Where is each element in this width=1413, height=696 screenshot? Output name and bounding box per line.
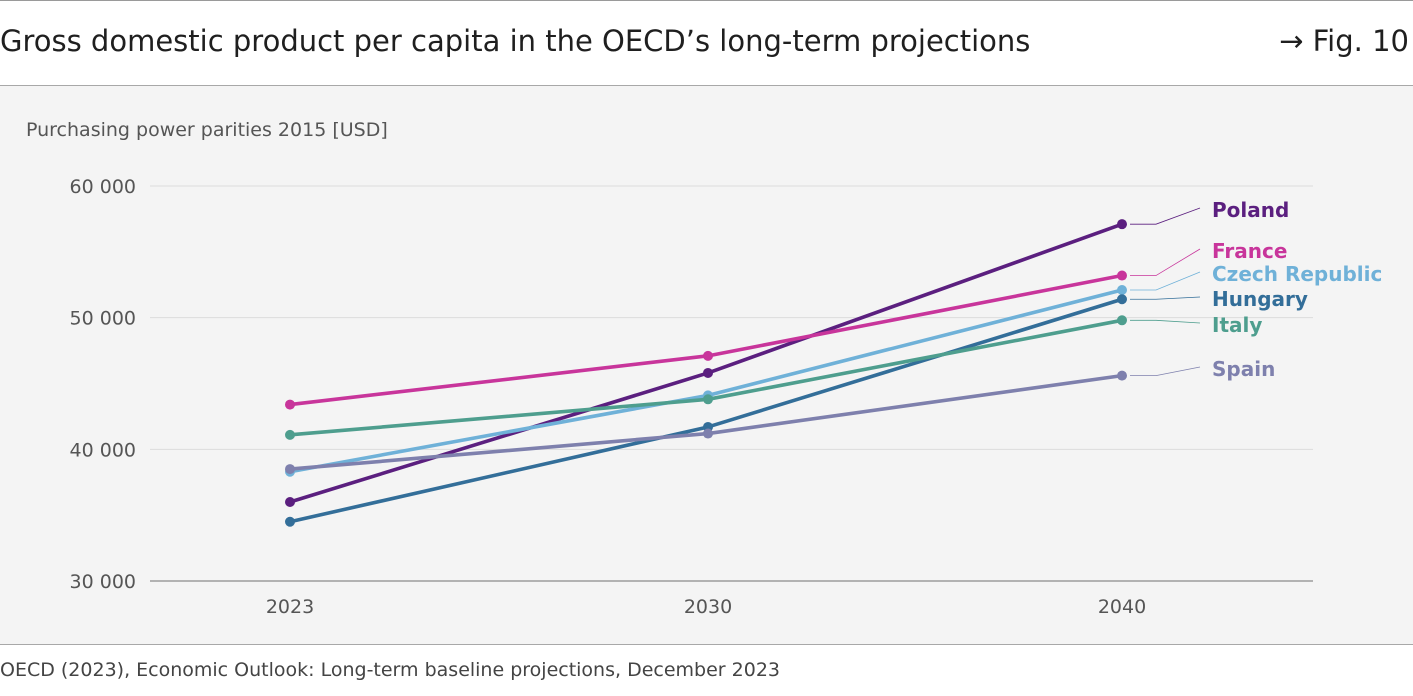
series-line-france — [288, 273, 1124, 407]
y-tick-label: 50 000 — [70, 308, 136, 330]
data-point-france-2030 — [703, 350, 713, 361]
leader-line-czech-republic — [1130, 271, 1201, 291]
data-point-spain-2023 — [285, 464, 295, 475]
series-label-czech-republic: Czech Republic — [1212, 262, 1382, 286]
leader-line-spain — [1130, 366, 1201, 377]
y-axis-label: Purchasing power parities 2015 [USD] — [26, 119, 388, 141]
y-tick-label: 30 000 — [70, 571, 136, 593]
leader-line-france — [1130, 248, 1201, 276]
data-point-spain-2040 — [1117, 370, 1127, 381]
data-point-hungary-2023 — [285, 516, 295, 527]
data-point-italy-2040 — [1117, 315, 1127, 326]
top-rule — [0, 0, 1413, 1]
series-line-hungary — [288, 297, 1124, 524]
x-tick-label: 2040 — [1098, 596, 1146, 618]
chart-panel — [0, 85, 1413, 645]
x-tick-label: 2023 — [266, 596, 314, 618]
data-point-italy-2023 — [285, 429, 295, 440]
data-point-hungary-2040 — [1117, 294, 1127, 305]
series-label-hungary: Hungary — [1212, 287, 1308, 311]
figure-reference: → Fig. 10 — [1279, 24, 1409, 58]
source-note: OECD (2023), Economic Outlook: Long-term… — [0, 659, 780, 681]
data-point-czech-republic-2040 — [1117, 285, 1127, 296]
data-point-poland-2040 — [1117, 219, 1127, 230]
data-point-italy-2030 — [703, 394, 713, 405]
leader-line-hungary — [1130, 296, 1201, 300]
data-point-poland-2023 — [285, 497, 295, 507]
y-tick-label: 60 000 — [70, 176, 136, 198]
leader-line-poland — [1130, 207, 1201, 225]
data-point-france-2023 — [285, 399, 295, 410]
leader-line-italy — [1130, 319, 1201, 324]
series-label-spain: Spain — [1212, 357, 1275, 381]
data-point-france-2040 — [1117, 270, 1127, 281]
series-label-poland: Poland — [1212, 198, 1289, 222]
data-point-spain-2030 — [703, 428, 713, 439]
data-point-poland-2030 — [703, 367, 713, 378]
y-tick-label: 40 000 — [70, 439, 136, 461]
series-line-poland — [288, 222, 1124, 504]
series-label-france: France — [1212, 239, 1287, 263]
series-label-italy: Italy — [1212, 313, 1262, 337]
x-tick-label: 2030 — [684, 596, 732, 618]
page-title: Gross domestic product per capita in the… — [0, 24, 1031, 58]
